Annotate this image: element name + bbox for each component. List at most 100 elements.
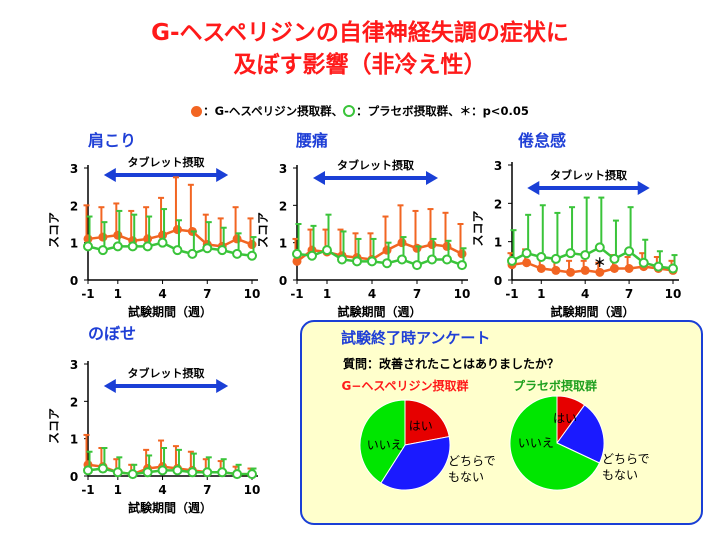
placebo-point xyxy=(521,248,532,259)
placebo-series-line xyxy=(296,248,463,267)
x-tick-label: -1 xyxy=(81,287,94,301)
line-chart-0: 肩こり 0 1 2 3 -1 1 4 7 10 試験期間（週） スコア タブレット摂取 xyxy=(47,131,260,319)
placebo-point xyxy=(83,465,93,476)
legend-ghes-label: ：G-ヘスペリジン摂取群、 xyxy=(203,104,344,118)
y-tick-label: 3 xyxy=(494,159,502,173)
legend-placebo-label: ：プラセボ摂取群、 xyxy=(356,104,460,118)
pie-slice xyxy=(509,395,601,491)
legend: ：G-ヘスペリジン摂取群、 ：プラセボ摂取群、＊：p<0.05 xyxy=(0,103,720,119)
ghes-point xyxy=(113,230,123,240)
placebo-point xyxy=(382,258,392,269)
placebo-point xyxy=(668,263,678,274)
placebo-point xyxy=(624,246,635,257)
placebo-point xyxy=(367,256,377,267)
legend-sig-label: ＊：p<0.05 xyxy=(459,104,529,118)
placebo-point xyxy=(638,257,649,268)
ghes-point xyxy=(98,232,108,242)
placebo-point xyxy=(157,237,168,248)
placebo-point xyxy=(594,242,605,253)
placebo-point xyxy=(232,248,243,259)
placebo-point xyxy=(97,245,108,256)
pie-slice xyxy=(404,399,450,446)
placebo-point xyxy=(412,260,422,271)
pie-group-label: G−ヘスペリジン摂取群 xyxy=(341,378,468,393)
x-tick-label: -1 xyxy=(290,287,303,301)
chart-title: 肩こり xyxy=(88,131,136,150)
ghes-point xyxy=(397,238,407,248)
placebo-point xyxy=(397,254,407,265)
pie-label-yes: はい xyxy=(553,411,577,425)
ghes-point xyxy=(427,240,437,250)
placebo-point xyxy=(142,241,153,252)
x-tick-label: 7 xyxy=(625,287,633,301)
x-tick-label: -1 xyxy=(81,483,94,497)
placebo-point xyxy=(337,254,347,265)
placebo-point xyxy=(112,241,123,252)
period-label: タブレット摂取 xyxy=(128,366,205,380)
slide-title-line1: G-ヘスペリジンの自律神経失調の症状に xyxy=(151,20,569,46)
x-tick-label: 4 xyxy=(581,287,589,301)
period-arrow-left-head xyxy=(103,168,116,182)
placebo-point xyxy=(142,467,153,478)
period-arrow-right-head xyxy=(216,168,229,182)
y-tick-label: 3 xyxy=(279,162,287,176)
placebo-point xyxy=(217,245,228,256)
period-arrow-left-head xyxy=(313,171,325,185)
y-tick-label: 1 xyxy=(70,433,78,447)
placebo-point xyxy=(247,469,257,480)
x-tick-label: 4 xyxy=(368,287,376,301)
y-tick-label: 1 xyxy=(279,237,287,251)
pie-label-yes: はい xyxy=(409,419,433,433)
placebo-point xyxy=(172,245,183,256)
x-tick-label: 10 xyxy=(244,483,261,497)
ghes-point xyxy=(442,241,452,251)
x-tick-label: 10 xyxy=(665,287,682,301)
ghes-series-line xyxy=(87,228,253,248)
period-arrow-right-head xyxy=(426,171,438,185)
x-axis-label: 試験期間（週） xyxy=(128,304,212,319)
y-tick-label: 1 xyxy=(494,236,502,250)
x-axis-label: 試験期間（週） xyxy=(128,500,212,515)
line-chart-1: 腰痛 0 1 2 3 -1 1 4 7 10 試験期間（週） スコア タブレット摂取 xyxy=(256,131,470,319)
y-tick-label: 2 xyxy=(494,197,502,211)
ghes-point xyxy=(172,225,182,235)
ghes-point xyxy=(624,264,634,273)
y-tick-label: 0 xyxy=(279,274,287,288)
pie-label-neutral: どちらでもない xyxy=(602,452,650,482)
placebo-point xyxy=(442,254,452,265)
placebo-point xyxy=(187,467,198,478)
x-tick-label: 7 xyxy=(203,287,211,301)
period-label: タブレット摂取 xyxy=(550,168,627,182)
placebo-point xyxy=(580,250,591,261)
significance-mark: ＊ xyxy=(594,256,606,270)
placebo-point xyxy=(550,253,561,264)
line-chart-3: のぼせ 0 1 2 3 -1 1 4 7 10 試験期間（週） スコア タブレット摂取 xyxy=(47,324,260,515)
ghes-point xyxy=(292,256,302,266)
placebo-point xyxy=(322,245,332,256)
period-arrow-left-head xyxy=(103,379,116,393)
placebo-point xyxy=(157,465,168,476)
placebo-point xyxy=(83,241,93,252)
pie-group-label: プラセボ摂取群 xyxy=(513,378,597,393)
placebo-point xyxy=(427,254,437,265)
placebo-point xyxy=(507,255,517,266)
y-tick-label: 1 xyxy=(70,237,78,251)
chart-title: 腰痛 xyxy=(296,131,328,150)
pie-slice xyxy=(380,435,451,491)
ghes-point xyxy=(580,265,590,275)
placebo-marker-icon xyxy=(343,105,356,117)
x-tick-label: 4 xyxy=(158,287,166,301)
y-tick-label: 3 xyxy=(70,162,78,176)
period-label: タブレット摂取 xyxy=(337,158,414,172)
placebo-point xyxy=(653,261,664,272)
pie-label-no: いいえ xyxy=(518,436,554,450)
x-tick-label: 1 xyxy=(114,483,122,497)
x-tick-label: 10 xyxy=(244,287,261,301)
x-tick-label: 1 xyxy=(114,287,122,301)
chart-title: のぼせ xyxy=(88,324,136,343)
chart-title: 倦怠感 xyxy=(518,131,566,150)
placebo-point xyxy=(565,248,576,259)
x-tick-label: 7 xyxy=(413,287,421,301)
